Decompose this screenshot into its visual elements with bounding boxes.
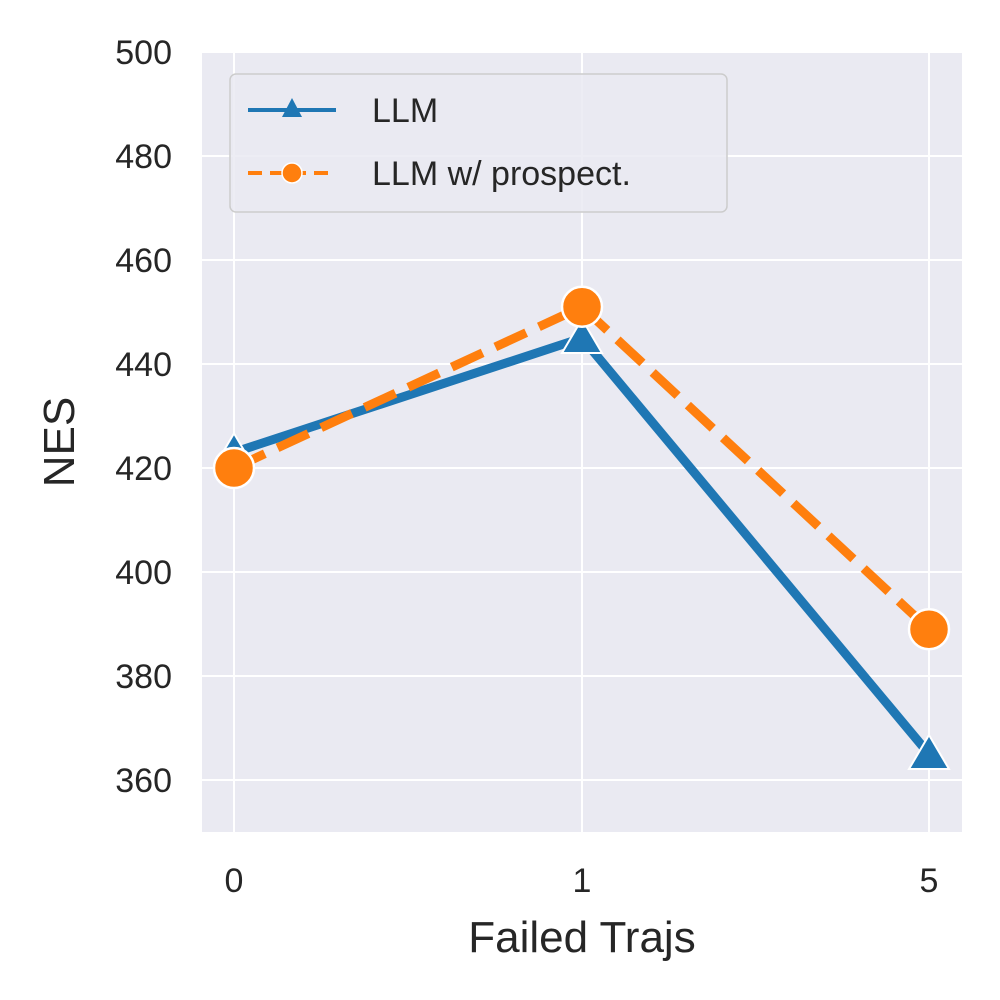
x-tick-label: 1 xyxy=(573,862,592,900)
legend-label-llm-prospect: LLM w/ prospect. xyxy=(372,155,631,193)
data-point-triangle xyxy=(560,317,604,354)
data-point-circle xyxy=(560,285,604,329)
legend-entry-llm: LLM xyxy=(248,92,438,130)
y-tick-label: 500 xyxy=(115,34,172,72)
series-group xyxy=(212,285,951,770)
y-tick-label: 440 xyxy=(115,346,172,384)
legend-circle-icon xyxy=(281,162,303,184)
data-point-circle xyxy=(907,607,951,651)
y-tick-label: 380 xyxy=(115,658,172,696)
y-tick-label: 420 xyxy=(115,450,172,488)
x-axis-ticks: 0 1 5 xyxy=(225,862,939,900)
x-tick-label: 0 xyxy=(225,862,244,900)
legend-entry-llm-prospect: LLM w/ prospect. xyxy=(248,155,631,193)
x-axis-label: Failed Trajs xyxy=(468,913,695,962)
series-line-1 xyxy=(232,302,933,633)
y-tick-label: 480 xyxy=(115,138,172,176)
y-tick-label: 460 xyxy=(115,242,172,280)
legend-triangle-icon xyxy=(282,98,302,117)
y-axis-ticks: 360 380 400 420 440 460 480 500 xyxy=(115,34,172,800)
x-tick-label: 5 xyxy=(920,862,939,900)
data-point-circle xyxy=(212,446,256,490)
y-tick-label: 360 xyxy=(115,762,172,800)
legend-frame xyxy=(229,73,728,213)
y-tick-label: 400 xyxy=(115,554,172,592)
legend: LLM LLM w/ prospect. xyxy=(229,73,728,213)
y-axis-label: NES xyxy=(35,397,84,487)
legend-label-llm: LLM xyxy=(372,92,438,130)
data-point-triangle xyxy=(907,733,951,770)
